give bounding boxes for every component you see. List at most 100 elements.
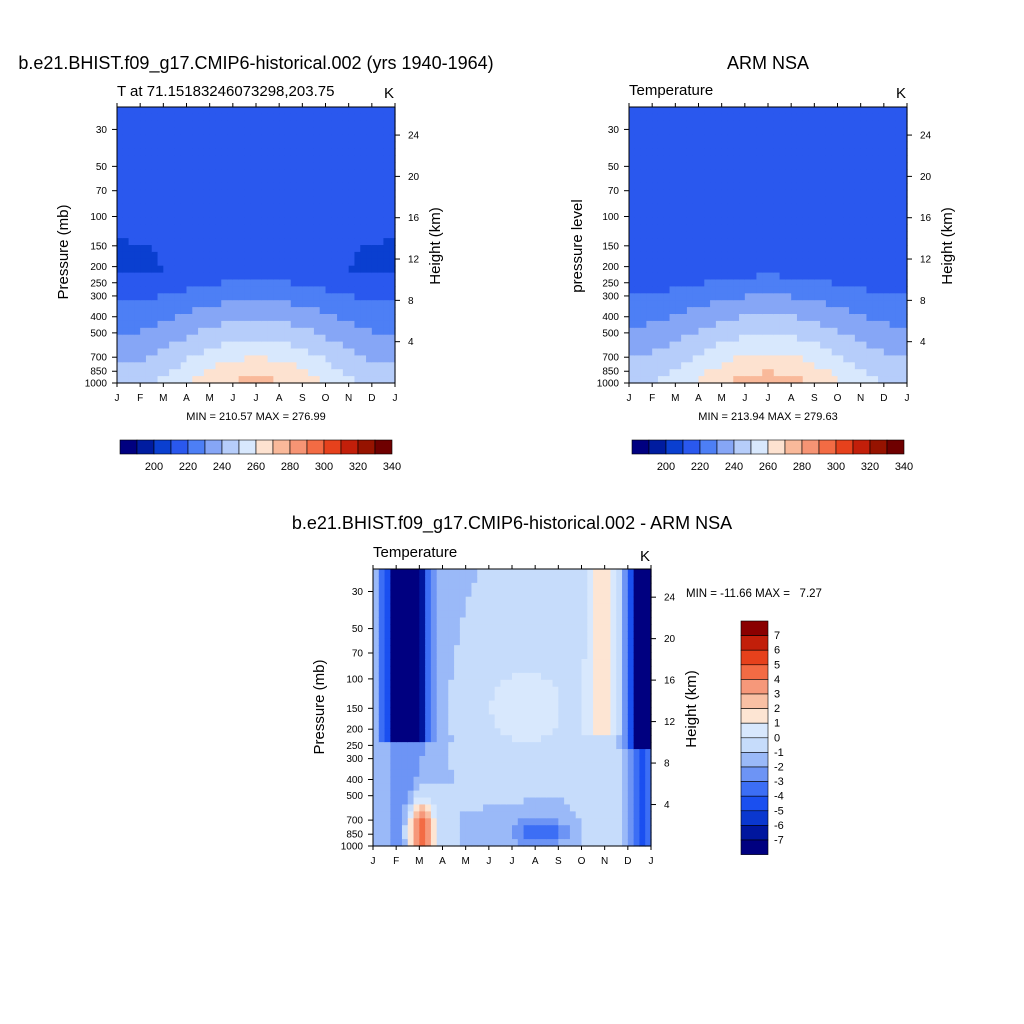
contour-cell <box>378 728 386 736</box>
contour-cell <box>483 839 490 847</box>
contour-cell <box>477 700 484 709</box>
contour-cell <box>377 334 385 343</box>
contour-cell <box>872 307 879 315</box>
contour-cell <box>849 120 856 129</box>
contour-cell <box>704 327 711 336</box>
contour-cell <box>791 217 798 225</box>
contour-cell <box>284 120 292 129</box>
contour-cell <box>396 839 403 847</box>
contour-cell <box>145 355 153 363</box>
contour-cell <box>117 307 124 315</box>
contour-cell <box>506 575 513 584</box>
contour-cell <box>686 293 694 301</box>
contour-cell <box>390 686 397 695</box>
contour-cell <box>854 189 862 198</box>
contour-cell <box>174 120 182 129</box>
contour-cell <box>854 355 862 363</box>
contour-cell <box>273 258 280 267</box>
contour-cell <box>377 286 385 294</box>
contour-cell <box>407 797 415 806</box>
contour-cell <box>342 293 350 301</box>
contour-cell <box>250 369 257 377</box>
contour-cell <box>692 134 700 143</box>
contour-cell <box>442 707 449 716</box>
contour-cell <box>308 376 315 384</box>
contour-cell <box>768 245 775 253</box>
contour-cell <box>483 735 490 743</box>
contour-cell <box>180 196 188 205</box>
contour-cell <box>180 293 188 301</box>
contour-cell <box>337 162 344 170</box>
contour-cell <box>878 320 885 329</box>
contour-cell <box>390 818 397 826</box>
contour-cell <box>663 348 671 356</box>
contour-cell <box>669 300 676 308</box>
contour-cell <box>244 362 251 370</box>
contour-cell <box>186 320 193 329</box>
contour-cell <box>878 203 885 212</box>
contour-cell <box>710 141 717 149</box>
contour-cell <box>419 755 426 764</box>
contour-cell <box>117 182 124 191</box>
contour-cell <box>483 686 490 695</box>
contour-cell <box>215 169 222 177</box>
contour-cell <box>377 176 385 184</box>
contour-cell <box>360 113 367 122</box>
contour-cell <box>860 279 868 287</box>
contour-cell <box>371 272 379 281</box>
contour-cell <box>238 127 246 136</box>
contour-cell <box>157 231 164 239</box>
contour-cell <box>494 818 502 826</box>
contour-cell <box>750 113 758 122</box>
contour-cell <box>652 155 659 163</box>
contour-cell <box>878 182 885 191</box>
contour-cell <box>390 665 397 674</box>
contour-cell <box>448 589 455 598</box>
contour-cell <box>407 762 415 771</box>
contour-cell <box>145 293 153 301</box>
contour-cell <box>337 251 344 260</box>
contour-cell <box>430 686 438 695</box>
contour-cell <box>180 210 188 218</box>
contour-cell <box>721 265 729 274</box>
contour-cell <box>779 224 786 232</box>
contour-cell <box>342 376 350 384</box>
contour-cell <box>692 251 700 260</box>
contour-cell <box>279 245 286 253</box>
contour-cell <box>727 113 734 122</box>
contour-cell <box>488 797 496 806</box>
contour-cell <box>232 176 240 184</box>
contour-cell <box>465 749 473 757</box>
contour-cell <box>640 162 647 170</box>
contour-cell <box>221 120 228 129</box>
contour-cell <box>692 217 700 225</box>
contour-cell <box>425 804 432 812</box>
contour-cell <box>860 369 868 377</box>
contour-cell <box>128 355 135 363</box>
contour-cell <box>860 182 868 191</box>
contour-cell <box>669 251 676 260</box>
contour-cell <box>837 376 844 384</box>
contour-cell <box>174 348 182 356</box>
contour-cell <box>825 314 833 322</box>
contour-cell <box>203 210 211 218</box>
contour-cell <box>140 189 147 198</box>
contour-cell <box>390 707 397 716</box>
x-tick-label: M <box>717 393 725 404</box>
contour-cell <box>407 624 415 632</box>
contour-cell <box>180 314 188 322</box>
contour-cell <box>646 272 653 281</box>
contour-cell <box>744 258 752 267</box>
contour-cell <box>704 162 711 170</box>
contour-cell <box>802 231 810 239</box>
contour-cell <box>209 314 217 322</box>
contour-cell <box>383 224 390 232</box>
contour-cell <box>727 369 734 377</box>
contour-cell <box>373 728 380 736</box>
contour-cell <box>221 162 228 170</box>
contour-cell <box>436 665 444 674</box>
contour-cell <box>895 286 902 294</box>
contour-cell <box>860 272 868 281</box>
contour-cell <box>471 721 478 729</box>
contour-cell <box>145 134 153 143</box>
